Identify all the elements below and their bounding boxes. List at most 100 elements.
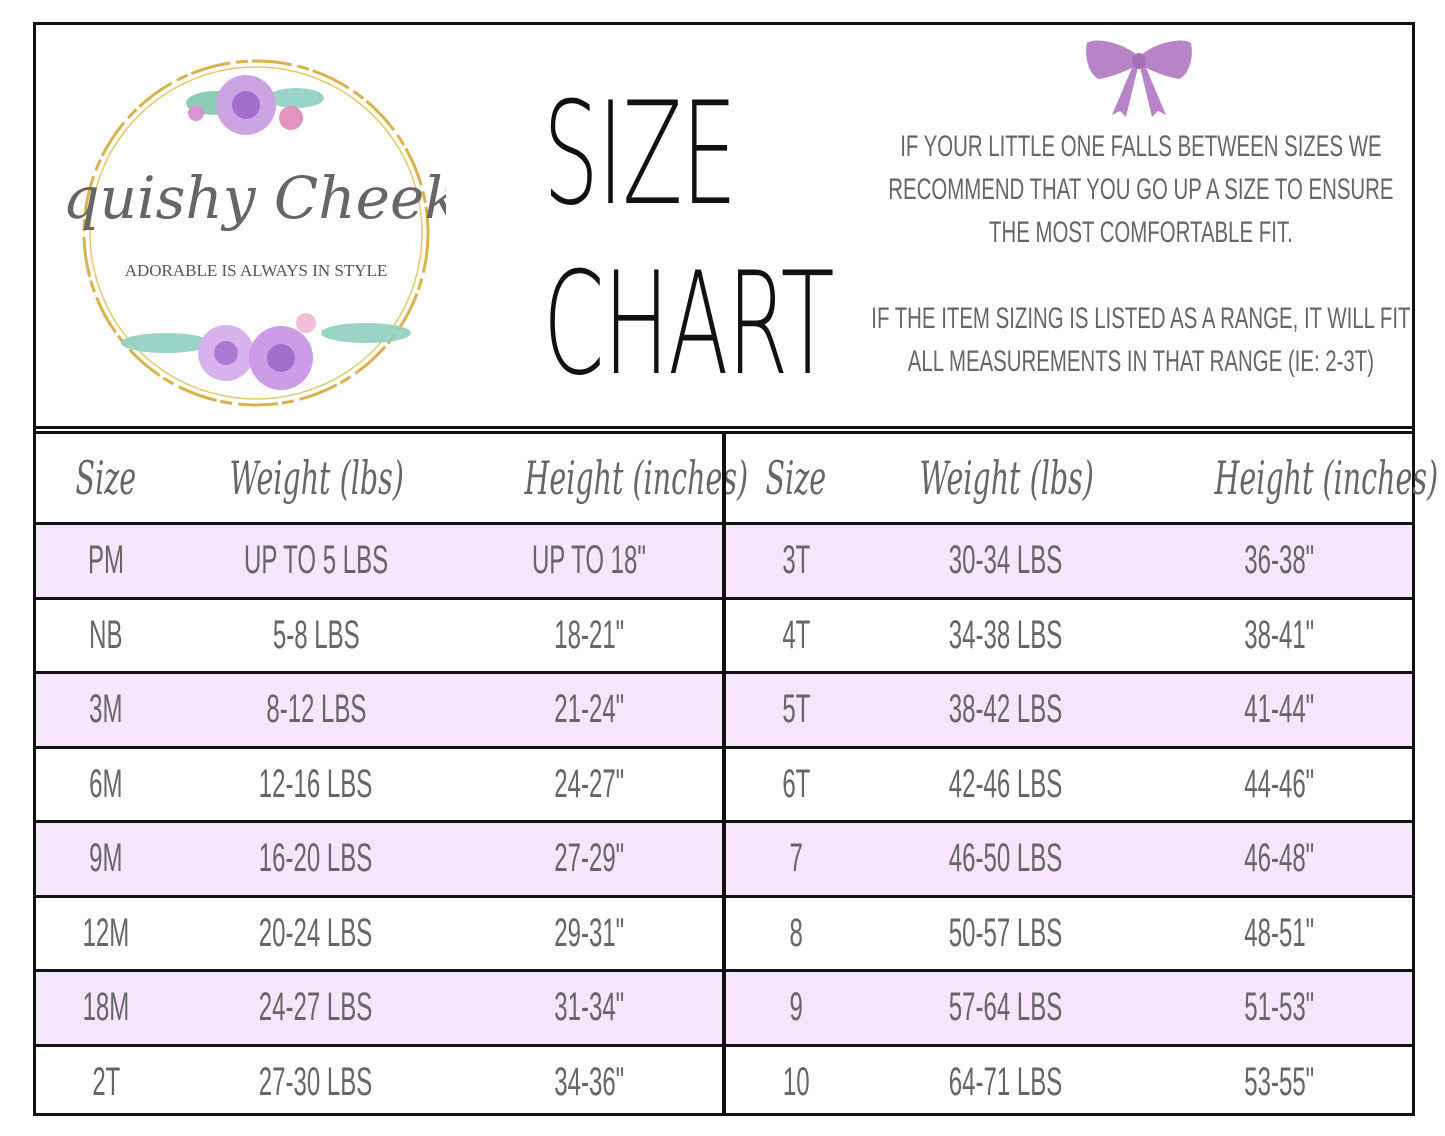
cell-size: 3M [36,687,176,732]
weight-value: 12-16 LBS [259,761,373,806]
size-value: 5T [781,687,811,732]
cell-size: 9M [36,836,176,881]
cell-height: 46-48" [1146,836,1412,881]
table-row: 6M 12-16 LBS 24-27" [36,749,722,823]
note-range-sizing: IF THE ITEM SIZING IS LISTED AS A RANGE,… [871,302,1411,378]
page-title: SIZE CHART [486,70,834,410]
cell-height: 29-31" [456,911,722,956]
table-row: 3T 30-34 LBS 36-38" [726,525,1412,600]
cell-weight: 46-50 LBS [866,836,1146,881]
weight-value: 42-46 LBS [949,761,1063,806]
title-line-1: SIZE [543,72,737,237]
height-value: 24-27" [554,761,624,806]
size-value: 12M [82,910,130,955]
weight-value: 20-24 LBS [259,910,373,955]
cell-weight: 34-38 LBS [866,613,1146,658]
table-row: 8 50-57 LBS 48-51" [726,898,1412,972]
height-value: 44-46" [1244,761,1314,806]
height-value: 36-38" [1244,538,1314,583]
cell-weight: 24-27 LBS [176,985,456,1030]
cell-weight: 42-46 LBS [866,762,1146,807]
height-value: 48-51" [1244,910,1314,955]
header-section: Squishy Cheeks ADORABLE IS ALWAYS IN STY… [36,25,1412,429]
cell-height: 27-29" [456,836,722,881]
table-row: 12M 20-24 LBS 29-31" [36,898,722,972]
cell-weight: 50-57 LBS [866,911,1146,956]
table-header: Size Weight (lbs) Height (inches) [36,434,748,525]
cell-height: 24-27" [456,762,722,807]
cell-weight: 38-42 LBS [866,687,1146,732]
table-row: PM UP TO 5 LBS UP TO 18" [36,525,722,600]
size-value: 9M [89,836,123,881]
bow-icon [1086,40,1192,117]
table-row: NB 5-8 LBS 18-21" [36,600,722,674]
table-row: 5T 38-42 LBS 41-44" [726,674,1412,749]
cell-weight: 27-30 LBS [176,1060,456,1105]
column-divider [722,434,726,1113]
size-value: 18M [82,985,130,1030]
cell-size: 12M [36,911,176,956]
weight-value: 64-71 LBS [949,1059,1063,1104]
size-value: 6T [781,761,811,806]
size-value: PM [88,538,124,583]
cell-height: 44-46" [1146,762,1412,807]
table-row: 7 46-50 LBS 46-48" [726,823,1412,898]
cell-size: 4T [726,613,866,658]
weight-value: 30-34 LBS [949,538,1063,583]
weight-value: 8-12 LBS [265,687,367,732]
height-value: 53-55" [1244,1059,1314,1104]
height-value: 29-31" [554,910,624,955]
header-height: Height (inches) [524,451,749,505]
size-value: 3M [89,687,123,732]
weight-value: 16-20 LBS [259,836,373,881]
size-value: 10 [782,1059,810,1104]
size-value: NB [89,612,123,657]
cell-size: 5T [726,687,866,732]
cell-height: 18-21" [456,613,722,658]
height-value: 27-29" [554,836,624,881]
weight-value: 50-57 LBS [949,910,1063,955]
cell-height: 31-34" [456,985,722,1030]
cell-weight: 20-24 LBS [176,911,456,956]
height-value: 34-36" [554,1059,624,1104]
cell-size: 2T [36,1060,176,1105]
flowers-bottom [121,313,411,390]
weight-value: 57-64 LBS [949,985,1063,1030]
table-row: 18M 24-27 LBS 31-34" [36,972,722,1047]
weight-value: UP TO 5 LBS [243,538,389,583]
divider [36,431,1412,434]
size-chart: Squishy Cheeks ADORABLE IS ALWAYS IN STY… [33,22,1438,1119]
table-row: 9 57-64 LBS 51-53" [726,972,1412,1047]
height-value: 41-44" [1244,687,1314,732]
table-row: 3M 8-12 LBS 21-24" [36,674,722,749]
height-value: 21-24" [554,687,624,732]
header-weight: Weight (lbs) [229,451,404,505]
note-between-sizes: IF YOUR LITTLE ONE FALLS BETWEEN SIZES W… [888,130,1394,249]
cell-size: 3T [726,538,866,583]
size-table-left: Size Weight (lbs) Height (inches) PM UP T… [36,434,748,1113]
cell-size: 7 [726,836,866,881]
height-value: 31-34" [554,985,624,1030]
title-line-2: CHART [543,242,834,407]
cell-height: 48-51" [1146,911,1412,956]
table-row: 6T 42-46 LBS 44-46" [726,749,1412,823]
cell-weight: 57-64 LBS [866,985,1146,1030]
cell-height: UP TO 18" [456,538,722,583]
cell-size: 6M [36,762,176,807]
height-value: UP TO 18" [532,538,646,583]
table-row: 10 64-71 LBS 53-55" [726,1047,1412,1119]
table-row: 9M 16-20 LBS 27-29" [36,823,722,898]
cell-height: 53-55" [1146,1060,1412,1105]
floral-wreath-logo: Squishy Cheeks ADORABLE IS ALWAYS IN STY… [66,59,446,407]
weight-value: 24-27 LBS [259,985,373,1030]
size-value: 7 [789,836,803,881]
cell-weight: 5-8 LBS [176,613,456,658]
weight-value: 38-42 LBS [949,687,1063,732]
table-header: Size Weight (lbs) Height (inches) [726,434,1438,525]
header-weight: Weight (lbs) [919,451,1094,505]
size-value: 2T [91,1059,121,1104]
cell-height: 41-44" [1146,687,1412,732]
cell-height: 21-24" [456,687,722,732]
cell-weight: 30-34 LBS [866,538,1146,583]
cell-size: PM [36,538,176,583]
